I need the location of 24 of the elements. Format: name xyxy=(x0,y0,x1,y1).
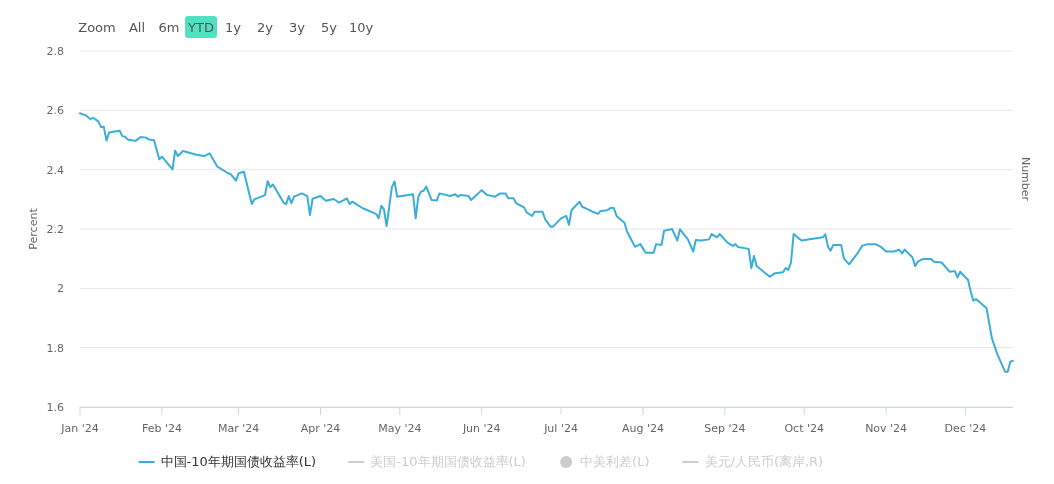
x-tick-label: Jul '24 xyxy=(543,422,578,435)
x-tick-label: Oct '24 xyxy=(784,422,824,435)
x-tick-label: Feb '24 xyxy=(141,422,182,435)
y-tick-label: 2.2 xyxy=(46,223,64,236)
y-tick-label: 2.4 xyxy=(46,163,64,177)
y-tick-label: 2.8 xyxy=(46,45,64,58)
y-tick-label: 1.6 xyxy=(46,401,64,414)
x-tick-label: Nov '24 xyxy=(865,422,908,435)
x-tick-label: May '24 xyxy=(378,422,422,435)
x-tick-label: Aug '24 xyxy=(621,422,664,435)
x-tick-label: Jan '24 xyxy=(60,422,99,435)
x-tick-label: Mar '24 xyxy=(217,422,260,435)
x-tick-label: Jun '24 xyxy=(461,422,501,435)
y-tick-label: 2 xyxy=(57,282,64,296)
x-tick-label: Sep '24 xyxy=(704,422,746,435)
range-selector: Zoom All 6m YTD 1y 2y 3y 5y 10y xyxy=(78,16,374,38)
line-series xyxy=(79,112,1014,373)
y-axis-title: Percent xyxy=(27,207,40,250)
y2-axis-title: Number xyxy=(1019,156,1032,202)
x-tick-label: Dec '24 xyxy=(944,422,987,435)
legend-label: 中国-10年期国债收益率(L) xyxy=(160,454,317,469)
x-tick-label: Apr '24 xyxy=(300,422,341,435)
y-tick-label: 2.6 xyxy=(46,104,64,118)
y-tick-label: 1.8 xyxy=(46,341,64,355)
